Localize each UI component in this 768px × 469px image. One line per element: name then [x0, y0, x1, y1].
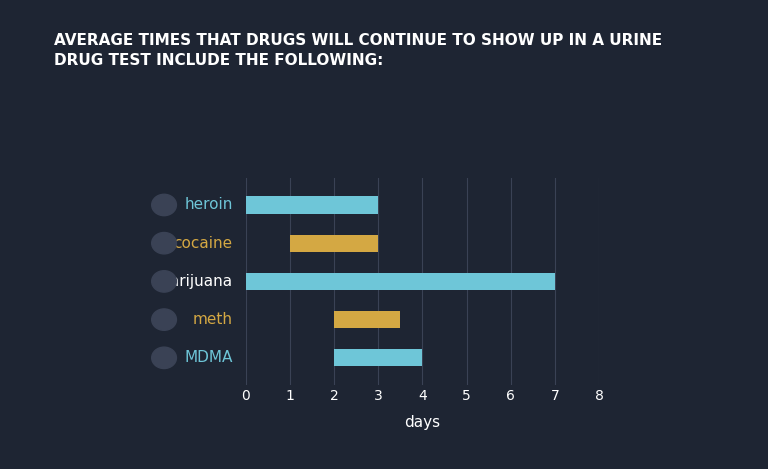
Text: AVERAGE TIMES THAT DRUGS WILL CONTINUE TO SHOW UP IN A URINE
DRUG TEST INCLUDE T: AVERAGE TIMES THAT DRUGS WILL CONTINUE T…: [54, 33, 662, 68]
X-axis label: days: days: [404, 415, 441, 430]
Text: MDMA: MDMA: [184, 350, 233, 365]
Text: heroin: heroin: [184, 197, 233, 212]
Text: meth: meth: [193, 312, 233, 327]
Bar: [334, 349, 422, 366]
Text: cocaine: cocaine: [174, 236, 233, 251]
Circle shape: [152, 233, 177, 254]
Circle shape: [152, 347, 177, 369]
Bar: [246, 273, 554, 290]
Bar: [334, 311, 400, 328]
Circle shape: [152, 194, 177, 216]
Circle shape: [152, 309, 177, 330]
Bar: [290, 234, 378, 252]
Text: marijuana: marijuana: [155, 274, 233, 289]
Circle shape: [152, 271, 177, 292]
Bar: [246, 197, 378, 213]
